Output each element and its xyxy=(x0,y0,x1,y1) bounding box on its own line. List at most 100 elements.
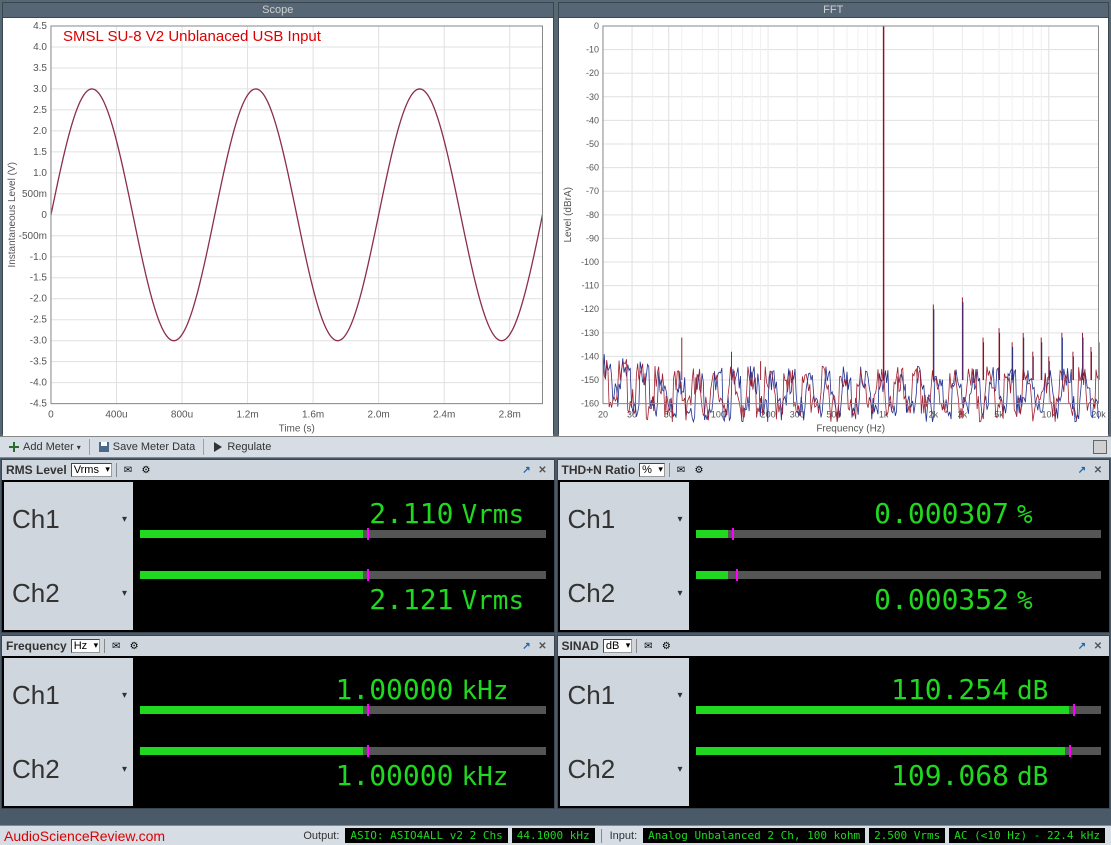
plus-icon xyxy=(8,441,20,453)
channel-unit: kHz xyxy=(462,762,552,792)
svg-text:-70: -70 xyxy=(585,186,598,196)
svg-text:-1.5: -1.5 xyxy=(30,273,48,284)
meter-header: RMS Level Vrms ✉ ⚙ ↗ ✕ xyxy=(2,460,554,480)
svg-text:Frequency (Hz): Frequency (Hz) xyxy=(816,424,885,435)
channel-label[interactable]: Ch1 xyxy=(4,658,134,732)
input-filter[interactable]: AC (<10 Hz) - 22.4 kHz xyxy=(949,828,1105,843)
restore-window-icon[interactable] xyxy=(1093,440,1107,454)
svg-text:0: 0 xyxy=(593,21,598,31)
meter-panel: THD+N Ratio % ✉ ⚙ ↗ ✕ Ch1 0.000307% xyxy=(557,459,1111,633)
status-separator xyxy=(601,829,602,843)
envelope-icon[interactable]: ✉ xyxy=(674,463,688,477)
channel-unit: kHz xyxy=(462,676,552,706)
meter-header: SINAD dB ✉ ⚙ ↗ ✕ xyxy=(558,636,1110,656)
meter-content: Ch1 110.254dB Ch2 109.068dB xyxy=(558,656,1110,808)
save-meter-button[interactable]: Save Meter Data xyxy=(94,440,200,454)
svg-text:3.5: 3.5 xyxy=(33,63,47,74)
svg-text:100: 100 xyxy=(710,410,725,420)
channel-block: Ch1 1.00000kHz xyxy=(4,658,552,732)
unit-select[interactable]: dB xyxy=(603,639,632,653)
close-icon[interactable]: ✕ xyxy=(1091,639,1105,653)
channel-label[interactable]: Ch1 xyxy=(560,482,690,556)
channel-block: Ch1 2.110Vrms xyxy=(4,482,552,556)
svg-text:-120: -120 xyxy=(580,304,598,314)
input-device[interactable]: Analog Unbalanced 2 Ch, 100 kohm xyxy=(643,828,865,843)
close-icon[interactable]: ✕ xyxy=(536,463,550,477)
level-bar xyxy=(134,706,552,718)
header-separator xyxy=(116,463,117,477)
output-label: Output: xyxy=(299,830,343,842)
watermark: AudioScienceReview.com xyxy=(4,828,165,844)
channel-value: 2.121 xyxy=(369,583,461,616)
chevron-down-icon: ▾ xyxy=(77,443,81,452)
svg-text:Time (s): Time (s) xyxy=(279,424,315,435)
channel-block: Ch2 1.00000kHz xyxy=(4,732,552,806)
envelope-icon[interactable]: ✉ xyxy=(641,639,655,653)
meter-content: Ch1 2.110Vrms Ch2 2.121Vrms xyxy=(2,480,554,632)
fft-chart: -160-150-140-130-120-110-100-90-80-70-60… xyxy=(559,18,1109,436)
svg-text:-30: -30 xyxy=(585,92,598,102)
scope-title: Scope xyxy=(3,3,553,18)
gear-icon[interactable]: ⚙ xyxy=(692,463,706,477)
unit-select[interactable]: Vrms xyxy=(71,463,112,477)
save-label: Save Meter Data xyxy=(113,441,196,453)
channel-value: 0.000307 xyxy=(874,497,1017,530)
svg-text:-40: -40 xyxy=(585,115,598,125)
channel-label[interactable]: Ch1 xyxy=(4,482,134,556)
popout-icon[interactable]: ↗ xyxy=(520,639,534,653)
regulate-button[interactable]: Regulate xyxy=(208,440,275,454)
svg-text:-100: -100 xyxy=(580,257,598,267)
channel-readout: 1.00000kHz xyxy=(134,732,552,806)
level-bar xyxy=(690,706,1108,718)
channel-unit: dB xyxy=(1017,676,1107,706)
gear-icon[interactable]: ⚙ xyxy=(127,639,141,653)
status-bar: AudioScienceReview.com Output: ASIO: ASI… xyxy=(0,825,1111,845)
unit-select[interactable]: % xyxy=(639,463,665,477)
add-meter-button[interactable]: Add Meter ▾ xyxy=(4,440,85,454)
input-range[interactable]: 2.500 Vrms xyxy=(869,828,945,843)
svg-text:1.0: 1.0 xyxy=(33,168,47,179)
gear-icon[interactable]: ⚙ xyxy=(659,639,673,653)
svg-text:-2.0: -2.0 xyxy=(30,294,48,305)
output-rate[interactable]: 44.1000 kHz xyxy=(512,828,595,843)
level-bar xyxy=(134,530,552,542)
output-device[interactable]: ASIO: ASIO4ALL v2 2 Chs xyxy=(345,828,507,843)
unit-select[interactable]: Hz xyxy=(71,639,100,653)
save-icon xyxy=(98,441,110,453)
level-bar xyxy=(134,747,552,759)
svg-text:-20: -20 xyxy=(585,68,598,78)
meter-panel: Frequency Hz ✉ ⚙ ↗ ✕ Ch1 1.00000kHz xyxy=(1,635,555,809)
level-bar xyxy=(134,571,552,583)
popout-icon[interactable]: ↗ xyxy=(1075,639,1089,653)
fft-panel: FFT -160-150-140-130-120-110-100-90-80-7… xyxy=(558,2,1110,434)
envelope-icon[interactable]: ✉ xyxy=(109,639,123,653)
close-icon[interactable]: ✕ xyxy=(1091,463,1105,477)
channel-unit: % xyxy=(1017,586,1107,616)
fft-body[interactable]: -160-150-140-130-120-110-100-90-80-70-60… xyxy=(559,18,1109,436)
channel-label[interactable]: Ch2 xyxy=(560,556,690,630)
popout-icon[interactable]: ↗ xyxy=(1075,463,1089,477)
channel-label[interactable]: Ch1 xyxy=(560,658,690,732)
channel-label[interactable]: Ch2 xyxy=(4,732,134,806)
svg-text:-60: -60 xyxy=(585,163,598,173)
scope-body[interactable]: SMSL SU-8 V2 Unblanaced USB Input -4.5-4… xyxy=(3,18,553,436)
channel-label[interactable]: Ch2 xyxy=(560,732,690,806)
channel-value: 0.000352 xyxy=(874,583,1017,616)
channel-value: 110.254 xyxy=(891,673,1017,706)
channel-readout: 2.121Vrms xyxy=(134,556,552,630)
gear-icon[interactable]: ⚙ xyxy=(139,463,153,477)
add-meter-label: Add Meter xyxy=(23,441,74,453)
scope-chart: -4.5-4.0-3.5-3.0-2.5-2.0-1.5-1.0-500m050… xyxy=(3,18,553,436)
channel-block: Ch1 110.254dB xyxy=(560,658,1108,732)
channel-block: Ch1 0.000307% xyxy=(560,482,1108,556)
svg-text:-110: -110 xyxy=(581,281,598,291)
popout-icon[interactable]: ↗ xyxy=(520,463,534,477)
svg-text:-150: -150 xyxy=(580,375,598,385)
svg-text:1.6m: 1.6m xyxy=(302,410,324,421)
regulate-label: Regulate xyxy=(227,441,271,453)
envelope-icon[interactable]: ✉ xyxy=(121,463,135,477)
svg-text:-80: -80 xyxy=(585,210,598,220)
close-icon[interactable]: ✕ xyxy=(536,639,550,653)
channel-label[interactable]: Ch2 xyxy=(4,556,134,630)
meter-title: THD+N Ratio xyxy=(562,463,636,477)
